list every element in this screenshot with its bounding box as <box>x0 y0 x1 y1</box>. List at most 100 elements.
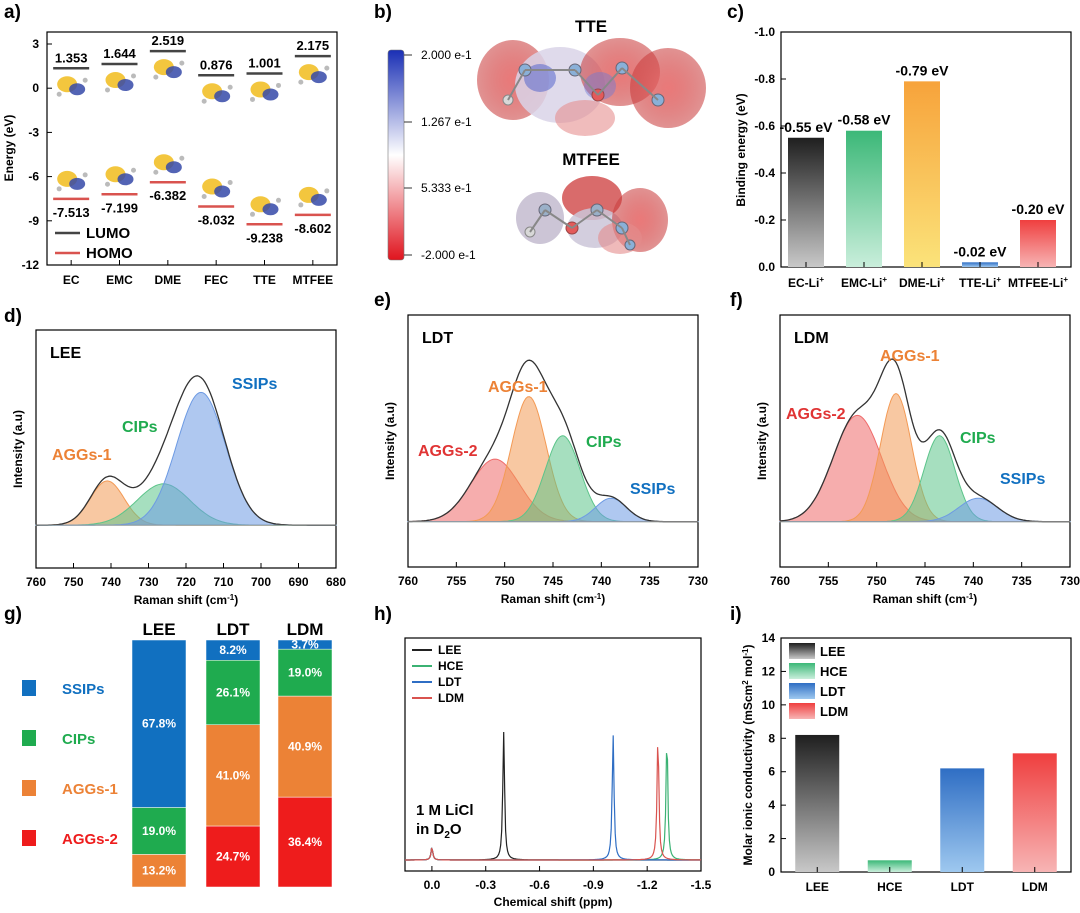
bar-value-label: -0.20 eV <box>1012 201 1066 217</box>
x-tick-label: EMC-Li+ <box>841 275 887 290</box>
y-tick-label: 12 <box>762 664 776 678</box>
atom <box>276 197 281 203</box>
xlabel-text: Raman shift (cm <box>501 592 594 606</box>
xlabel-text: Raman shift (cm <box>134 593 227 607</box>
y-tick-label: 0 <box>32 81 39 95</box>
x-tick-label: 750 <box>495 574 515 588</box>
y-tick-label: 6 <box>768 765 775 779</box>
panel-label-c: c) <box>727 2 744 23</box>
atom <box>56 186 62 192</box>
atom <box>82 77 88 83</box>
legend-label-lee: LEE <box>438 643 461 657</box>
atom <box>82 172 88 178</box>
x-tick-label: -0.6 <box>529 878 550 892</box>
colorbar-min-label: -2.000 e-1 <box>421 248 476 262</box>
esp-colorbar <box>387 49 405 261</box>
atom <box>153 169 159 175</box>
peak-label-cips: CIPs <box>586 434 622 451</box>
stack-segment-label: 13.2% <box>142 864 176 878</box>
atom <box>105 181 110 187</box>
atom <box>131 73 136 79</box>
x-tick-label: -0.3 <box>475 878 496 892</box>
y-tick-label: 8 <box>768 731 775 745</box>
bar-value-label: -0.79 eV <box>896 62 950 78</box>
atom <box>227 180 233 186</box>
atom <box>324 65 330 71</box>
legend-label-aggs-2: AGGs-2 <box>62 831 118 848</box>
panel-g-stacked-fractions: LEE 13.2% 19.0% 67.8% LDT 24.7% 41.0% 26.1% 8.2%… <box>22 620 333 888</box>
orbital-lobe-blue <box>310 193 327 206</box>
stack-segment-aggs-1 <box>277 695 333 798</box>
panel-h-nmr: Chemical shift (ppm) 0.0 -0.3 -0.6 -0.9 -1.2… <box>404 637 712 909</box>
homo-value-label: -9.238 <box>246 230 283 245</box>
panel-c-ylabel: Binding energy (eV) <box>734 93 748 206</box>
legend-swatch-cips <box>22 730 36 746</box>
x-tick-label: 710 <box>213 575 233 589</box>
stack-segment-aggs-2 <box>277 796 333 888</box>
orbital-lobe-blue <box>117 173 134 186</box>
legend-homo-label: HOMO <box>86 245 133 262</box>
x-tick-label: LDT <box>951 880 975 894</box>
peak-label-aggs-1: AGGs-1 <box>52 447 112 464</box>
peak-label-cips: CIPs <box>122 419 158 436</box>
panel-f-raman-ldm: 760 755 750 745 740 735 730 Raman shift (cm-1) I… <box>755 314 1080 606</box>
conductivity-bar-hce <box>867 860 912 872</box>
x-tick-label: MTFEE-Li+ <box>1008 275 1068 290</box>
mtfee-esp-surface <box>516 176 668 254</box>
xlabel-text: Raman shift (cm <box>873 592 966 606</box>
x-tick-label: 0.0 <box>424 878 441 892</box>
y-tick-label: 4 <box>768 798 775 812</box>
panel-label-b: b) <box>374 2 392 23</box>
y-tick-label: -12 <box>22 258 40 272</box>
orbital-lobe-blue <box>310 71 327 84</box>
stack-segment-label: 36.4% <box>288 835 322 849</box>
atom <box>56 91 62 97</box>
raman-ylabel: Intensity (a.u) <box>383 402 397 480</box>
peak-label-aggs-2: AGGs-2 <box>786 406 846 423</box>
lumo-value-label: 2.519 <box>152 33 185 48</box>
x-tick-label: EMC <box>106 273 133 287</box>
binding-energy-bar <box>904 81 940 267</box>
y-tick-label: -6 <box>28 170 39 184</box>
stack-segment-label: 41.0% <box>216 768 250 782</box>
legend-label-hce: HCE <box>820 664 848 679</box>
panel-label-i: i) <box>730 604 742 625</box>
xlabel-sup: -1 <box>966 592 974 601</box>
legend-swatch-hce <box>789 663 815 679</box>
x-tick-label: 720 <box>176 575 196 589</box>
atom <box>201 194 207 200</box>
orbital-lobe-blue <box>165 66 182 79</box>
legend-swatch-ldm <box>789 703 815 719</box>
x-tick-label: LDM <box>1022 880 1048 894</box>
x-tick-label: 730 <box>688 574 708 588</box>
panel-a-frame <box>46 31 338 266</box>
stack-segment-cips <box>205 660 261 725</box>
x-tick-label: 690 <box>288 575 308 589</box>
y-tick-label: -0.6 <box>754 119 775 133</box>
legend-label-cips: CIPs <box>62 731 95 748</box>
x-tick-label: 730 <box>138 575 158 589</box>
panel-label-h: h) <box>374 604 392 625</box>
stack-segment-label: 24.7% <box>216 849 250 863</box>
lumo-value-label: 1.353 <box>55 50 88 65</box>
legend-swatch-ldt <box>789 683 815 699</box>
x-tick-label: DME-Li+ <box>899 275 945 290</box>
panel-h-xlabel: Chemical shift (ppm) <box>494 895 613 909</box>
atom <box>276 82 281 88</box>
bar-value-label: -0.02 eV <box>954 243 1008 259</box>
x-tick-label: 680 <box>326 575 346 589</box>
lumo-value-label: 0.876 <box>200 57 233 72</box>
x-tick-label: -0.9 <box>583 878 604 892</box>
xlabel-end: ) <box>601 592 605 606</box>
stack-category-label: LDM <box>287 620 324 639</box>
x-tick-label: EC-Li+ <box>788 275 824 290</box>
stack-segment-label: 8.2% <box>219 643 247 657</box>
x-tick-label: DME <box>154 273 181 287</box>
orbital-lobe-blue <box>117 78 134 91</box>
panel-a-energy-levels: Energy (eV) 3 0 -3 -6 -9 -12 EC EMC DME FEC TTE MT… <box>2 31 338 287</box>
molecule-tte-title: TTE <box>575 17 607 36</box>
legend-label-ldt: LDT <box>438 675 462 689</box>
xlabel-sup: -1 <box>227 593 235 602</box>
stack-segment-label: 19.0% <box>142 824 176 838</box>
